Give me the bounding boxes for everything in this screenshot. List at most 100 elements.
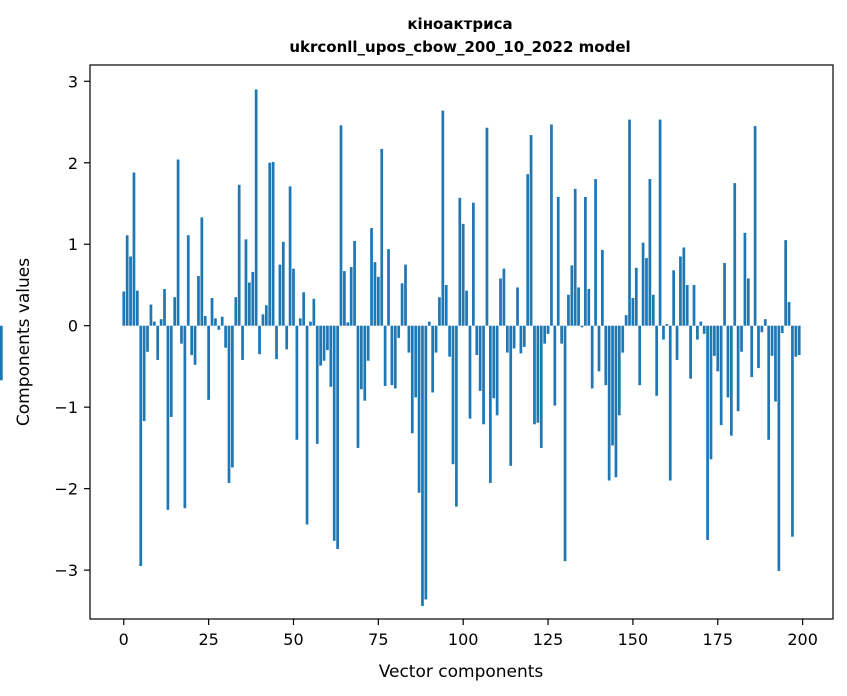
- bar: [502, 268, 506, 326]
- bar: [387, 249, 390, 326]
- bar: [723, 262, 726, 326]
- bar: [336, 325, 339, 549]
- bar: [495, 325, 499, 416]
- bar: [135, 290, 139, 326]
- bar: [475, 325, 479, 356]
- bar: [234, 297, 238, 326]
- bar: [410, 325, 414, 434]
- bar: [200, 217, 204, 326]
- bar: [214, 318, 217, 326]
- bar: [441, 110, 445, 326]
- bar: [543, 325, 547, 344]
- bar: [570, 265, 574, 326]
- bar: [224, 325, 227, 348]
- bar: [560, 325, 563, 344]
- bar: [261, 314, 265, 326]
- bar: [326, 325, 329, 351]
- bar: [556, 196, 560, 326]
- bar: [278, 264, 282, 326]
- bar: [448, 325, 451, 357]
- bar: [736, 325, 740, 412]
- x-tick-label: 0: [119, 630, 129, 649]
- bar: [719, 325, 723, 426]
- chart-subtitle: ukrconll_upos_cbow_200_10_2022 model: [289, 38, 630, 56]
- bar: [346, 322, 350, 326]
- bar: [590, 325, 594, 389]
- bar: [672, 270, 675, 326]
- bar: [292, 268, 295, 326]
- bar: [455, 325, 458, 507]
- bar: [427, 321, 431, 326]
- bar: [309, 321, 312, 326]
- bar: [699, 321, 703, 326]
- bar: [594, 179, 597, 326]
- bar: [729, 325, 733, 436]
- bar: [750, 325, 754, 378]
- bar: [468, 325, 472, 419]
- bar: [577, 287, 580, 326]
- bar: [509, 325, 513, 466]
- bar: [662, 325, 665, 340]
- bar: [139, 325, 143, 567]
- x-tick-label: 50: [283, 630, 303, 649]
- bar: [417, 325, 421, 493]
- bar: [220, 316, 224, 326]
- bar: [791, 325, 794, 537]
- bar: [329, 325, 333, 387]
- bar: [539, 325, 543, 448]
- bar: [587, 289, 591, 326]
- bar: [797, 325, 801, 356]
- bar: [784, 240, 788, 326]
- bar: [183, 325, 187, 509]
- bar: [281, 241, 285, 326]
- y-tick-label: 1: [68, 235, 78, 254]
- bar: [536, 325, 540, 423]
- bar: [499, 278, 502, 326]
- bar: [288, 186, 292, 326]
- bar: [431, 325, 435, 393]
- bar: [176, 159, 180, 326]
- bar: [319, 325, 322, 366]
- bar: [370, 227, 373, 326]
- x-tick-label: 150: [618, 630, 649, 649]
- bar: [692, 284, 696, 326]
- bar: [563, 325, 567, 562]
- bar: [349, 267, 353, 326]
- bar: [584, 196, 587, 326]
- x-tick-label: 25: [198, 630, 218, 649]
- y-axis-label: Components values: [14, 258, 34, 426]
- bar: [264, 305, 268, 326]
- bar: [645, 258, 648, 326]
- bar: [186, 235, 190, 326]
- bar: [638, 325, 642, 386]
- bar: [322, 325, 326, 361]
- bar: [624, 315, 628, 326]
- bar: [295, 325, 299, 440]
- bar: [682, 247, 686, 326]
- bar: [713, 325, 716, 356]
- bar: [366, 325, 370, 361]
- bar: [407, 325, 411, 353]
- bar: [424, 325, 428, 600]
- bar: [529, 135, 533, 326]
- bar: [376, 276, 380, 326]
- y-tick-label: −1: [54, 398, 78, 417]
- bar: [129, 256, 132, 326]
- bar: [373, 262, 377, 326]
- bar: [458, 197, 462, 326]
- bar: [746, 278, 750, 326]
- bar: [360, 325, 363, 390]
- bar: [356, 325, 360, 448]
- bar: [519, 325, 523, 354]
- y-tick-label: −3: [54, 561, 78, 580]
- bar: [573, 188, 577, 326]
- bar: [770, 325, 774, 356]
- bar: [774, 325, 777, 402]
- bar: [553, 325, 557, 406]
- bar: [787, 302, 791, 326]
- x-axis-label: Vector components: [379, 662, 544, 682]
- bar: [169, 325, 173, 417]
- bar: [302, 292, 306, 326]
- bar: [0, 325, 3, 381]
- bar: [312, 298, 316, 326]
